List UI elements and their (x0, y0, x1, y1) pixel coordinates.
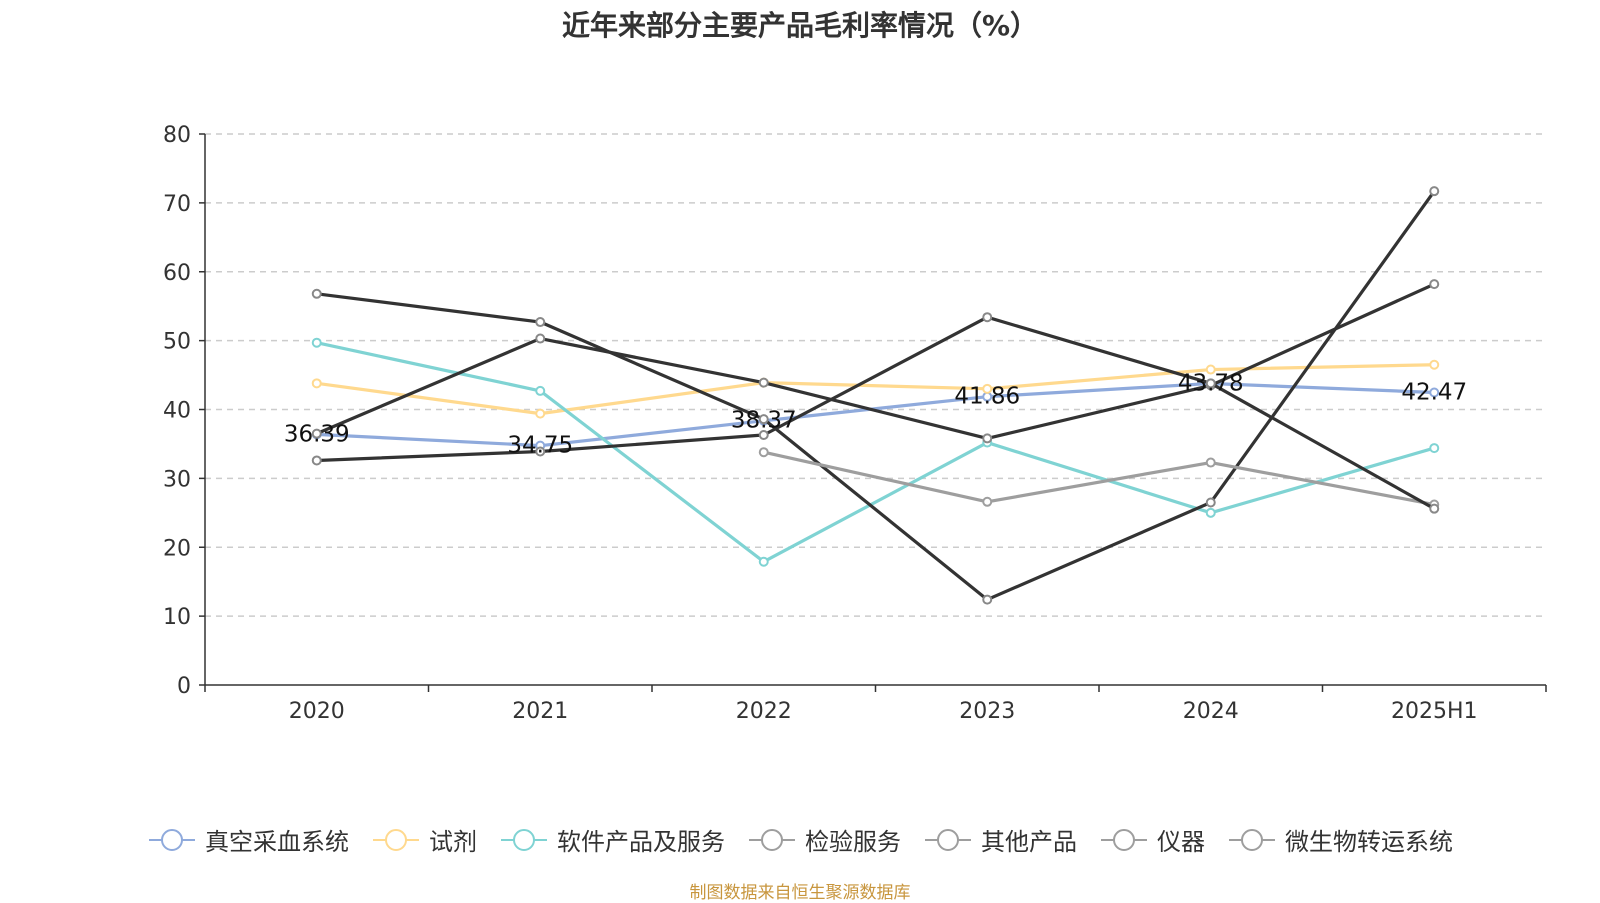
legend-marker-icon (501, 828, 547, 851)
data-point (535, 408, 546, 419)
data-point (311, 455, 322, 466)
y-tick-label: 20 (163, 536, 191, 561)
legend-marker-icon (1101, 828, 1147, 851)
data-label: 42.47 (1401, 379, 1467, 405)
legend-item-3[interactable]: 软件产品及服务 (499, 822, 725, 857)
data-point (1205, 497, 1216, 508)
legend-label: 试剂 (429, 828, 477, 856)
legend-label: 软件产品及服务 (557, 828, 725, 856)
series-7 (311, 312, 1440, 514)
axes: 0 10 20 30 40 50 60 70 80 2020 2021 2022 2023 2024 202… (163, 123, 1547, 724)
legend-label: 微生物转运系统 (1285, 828, 1453, 856)
data-point (982, 312, 993, 323)
x-tick-label: 2025H1 (1391, 699, 1478, 724)
legend-label: 真空采血系统 (205, 828, 349, 856)
y-tick-label: 70 (163, 192, 191, 217)
series-3 (311, 337, 1440, 567)
y-tick-label: 10 (163, 605, 191, 630)
x-tick-label: 2024 (1183, 699, 1239, 724)
data-label: 43.78 (1178, 370, 1244, 396)
series-4 (311, 186, 1440, 605)
x-tick-label: 2022 (736, 699, 792, 724)
data-point (758, 377, 769, 388)
data-point (982, 383, 993, 394)
data-point (535, 446, 546, 457)
y-tick-label: 80 (163, 123, 191, 148)
y-tick-label: 50 (163, 330, 191, 355)
legend-marker-icon (1229, 828, 1275, 851)
data-label: 34.75 (507, 433, 573, 459)
data-point (1429, 186, 1440, 197)
legend-label: 其他产品 (981, 828, 1077, 856)
x-tick-label: 2023 (959, 699, 1015, 724)
data-point (982, 496, 993, 507)
data-point (758, 556, 769, 567)
y-tick-label: 60 (163, 261, 191, 286)
series-line (316, 282, 1435, 441)
series-line (316, 381, 1435, 448)
legend-item-5[interactable]: 其他产品 (923, 822, 1077, 857)
data-point (758, 414, 769, 425)
legend-item-2[interactable]: 试剂 (371, 822, 477, 857)
y-tick-label: 30 (163, 467, 191, 492)
data-point (1429, 443, 1440, 454)
x-tick-label: 2020 (289, 699, 345, 724)
data-point (311, 428, 322, 439)
series-line (316, 363, 1435, 416)
data-point (1429, 279, 1440, 290)
series-line (763, 450, 1435, 507)
data-point (535, 385, 546, 396)
legend-marker-icon (149, 828, 195, 851)
legend-item-1[interactable]: 真空采血系统 (147, 822, 349, 857)
data-point (311, 288, 322, 299)
legend-marker-icon (749, 828, 795, 851)
data-point (1205, 457, 1216, 468)
data-point (758, 429, 769, 440)
data-point (1205, 378, 1216, 389)
data-label: 36.39 (284, 421, 350, 447)
series-line (316, 341, 1435, 564)
chart-title: 近年来部分主要产品毛利率情况（%） (561, 9, 1039, 42)
legend-item-6[interactable]: 仪器 (1099, 822, 1205, 857)
data-point (982, 594, 993, 605)
legend-marker-icon (373, 828, 419, 851)
legend-marker-icon (925, 828, 971, 851)
data-point (1429, 387, 1440, 398)
data-point (535, 333, 546, 344)
data-labels: 36.39 34.75 38.37 41.86 43.78 42.47 (284, 370, 1467, 458)
data-label: 38.37 (731, 408, 797, 434)
series-lines (311, 186, 1440, 605)
legend-item-7[interactable]: 微生物转运系统 (1227, 822, 1453, 857)
data-point (1205, 364, 1216, 375)
data-label: 41.86 (954, 384, 1020, 410)
data-point (1429, 503, 1440, 514)
data-point (311, 337, 322, 348)
grid-lines (205, 133, 1546, 617)
source-note: 制图数据来自恒生聚源数据库 (689, 883, 911, 903)
legend-label: 仪器 (1157, 828, 1205, 856)
series-line (316, 315, 1436, 511)
data-point (535, 317, 546, 328)
y-tick-label: 0 (177, 674, 191, 699)
x-tick-label: 2021 (512, 699, 568, 724)
data-point (311, 378, 322, 389)
legend-item-4[interactable]: 检验服务 (747, 822, 901, 857)
data-point (758, 447, 769, 458)
data-point (1205, 507, 1216, 518)
y-tick-label: 40 (163, 399, 191, 424)
data-point (982, 433, 993, 444)
series-line (316, 190, 1436, 602)
legend: 真空采血系统 试剂 软件产品及服务 检验服务 其他产品 仪器 微生物转运系统 (0, 822, 1600, 857)
data-point (1429, 359, 1440, 370)
legend-label: 检验服务 (805, 828, 901, 856)
